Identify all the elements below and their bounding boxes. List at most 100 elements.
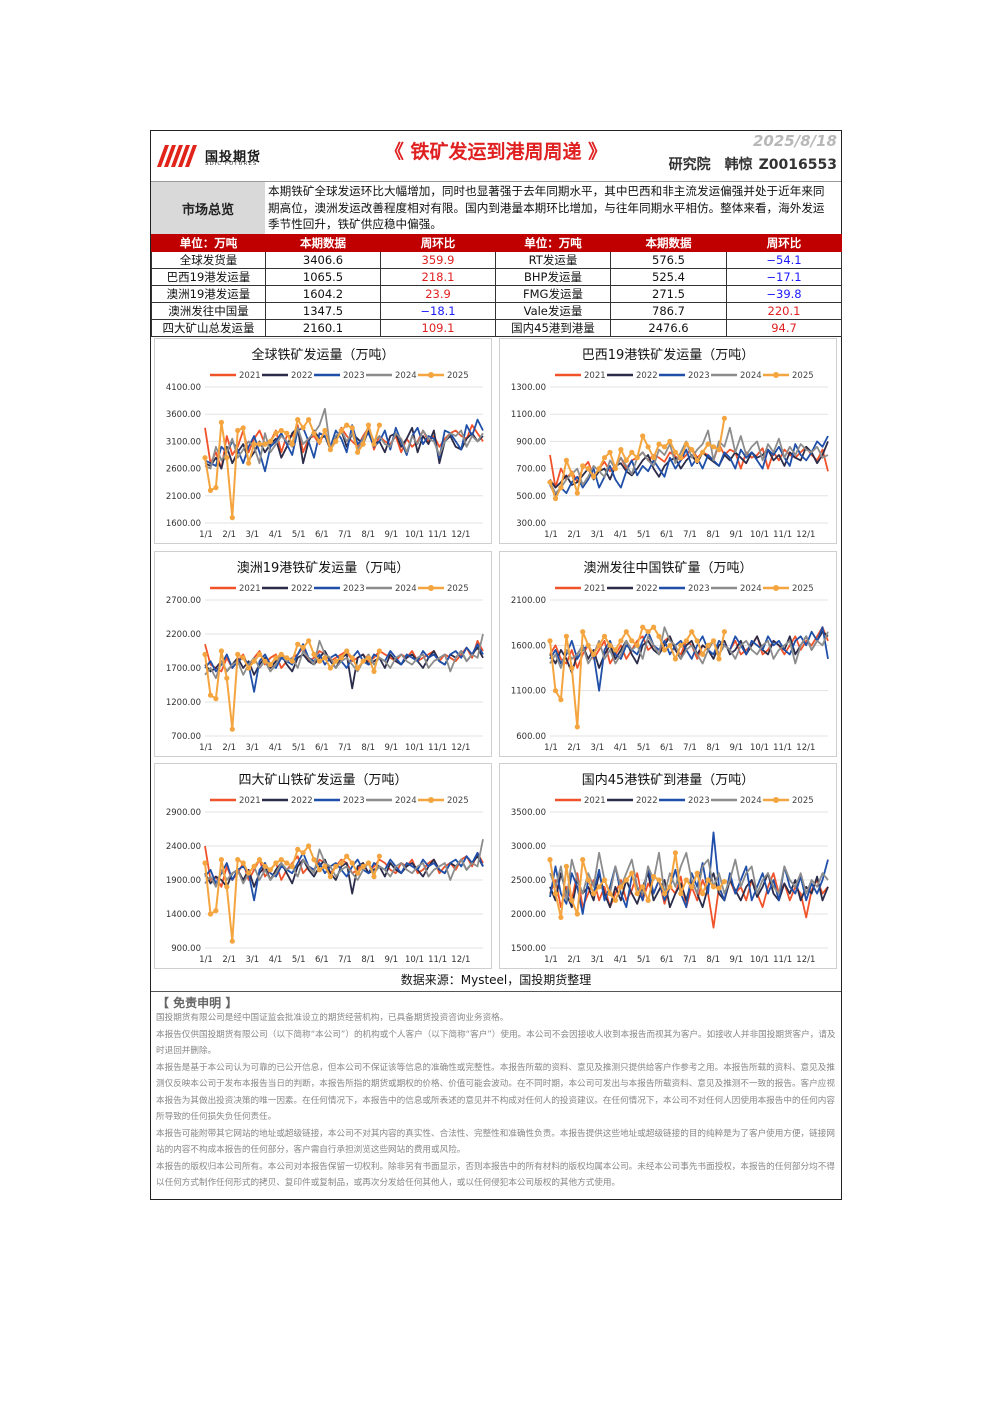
data-point	[552, 688, 559, 694]
data-point	[273, 860, 279, 866]
data-point	[580, 463, 586, 469]
data-point	[338, 860, 344, 866]
data-point	[251, 441, 257, 447]
data-point	[700, 891, 706, 897]
series-line-2021	[204, 424, 484, 470]
data-point	[333, 438, 339, 444]
data-point	[300, 645, 306, 651]
x-tick-label: 10/1	[405, 955, 424, 965]
report-date: 2025/8/18	[752, 132, 837, 150]
y-tick-label: 1100.00	[511, 410, 546, 420]
data-point	[678, 642, 684, 648]
data-point	[612, 466, 618, 472]
x-tick-label: 8/1	[361, 530, 375, 540]
disclaimer-body: 国投期货有限公司是经中国证监会批准设立的期货经营机构，已具备期货投资咨询业务资格…	[156, 1010, 838, 1192]
x-tick-label: 11/1	[773, 955, 792, 965]
data-source: 数据来源：Mysteel，国投期货整理	[400, 973, 592, 987]
x-tick-label: 5/1	[637, 743, 651, 753]
logo-en: SDIC FUTURES	[205, 161, 258, 167]
table-cell: −54.1	[726, 251, 842, 269]
data-point	[355, 449, 361, 455]
data-point	[322, 863, 328, 869]
x-tick-label: 11/1	[773, 743, 792, 753]
data-point	[656, 877, 662, 883]
report-header: 国投期货 SDIC FUTURES 《 铁矿发运到港周周递 》 2025/8/1…	[151, 131, 841, 181]
table-cell: 271.5	[610, 285, 727, 303]
y-tick-label: 1300.00	[511, 383, 546, 393]
data-point	[273, 430, 279, 436]
overview-label: 市场总览	[151, 182, 265, 234]
data-point	[213, 696, 219, 702]
license-id: Z0016553	[758, 157, 837, 173]
x-tick-label: 7/1	[338, 743, 352, 753]
data-point	[618, 638, 624, 644]
chart-title: 全球铁矿发运量（万吨）	[251, 348, 395, 363]
company-logo: 国投期货 SDIC FUTURES	[157, 145, 267, 171]
y-tick-label: 2000.00	[511, 910, 546, 920]
y-tick-label: 3500.00	[511, 808, 546, 818]
line-chart: 1300.00 1100.00 900.00 700.00 500.00 300.001/…	[511, 371, 829, 540]
overview-text: 本期铁矿全球发运环比大幅增加，同时也显著强于去年同期水平，其中巴西和非主流发运偏…	[268, 184, 825, 231]
data-point	[694, 638, 700, 644]
data-point	[224, 455, 230, 461]
x-tick-label: 12/1	[451, 530, 470, 540]
data-point	[295, 641, 301, 647]
y-tick-label: 500.00	[516, 492, 546, 502]
data-point	[629, 638, 635, 644]
y-tick-label: 3000.00	[511, 842, 546, 852]
data-point	[563, 633, 569, 639]
y-tick-label: 700.00	[516, 465, 546, 475]
data-point	[645, 629, 651, 635]
series-line-2025	[204, 845, 381, 943]
x-tick-label: 2/1	[222, 955, 236, 965]
data-point	[316, 658, 323, 664]
data-point	[207, 692, 214, 698]
data-point	[218, 419, 224, 425]
x-tick-label: 3/1	[245, 955, 259, 965]
chart-panel: 四大矿山铁矿发运量（万吨） 2900.00 2400.00 1900.00 1400.0…	[154, 763, 492, 969]
x-tick-label: 4/1	[614, 955, 628, 965]
data-point	[705, 642, 711, 648]
data-point	[371, 874, 377, 880]
x-tick-label: 5/1	[292, 743, 306, 753]
table-cell: 220.1	[726, 302, 842, 320]
data-point	[710, 638, 717, 644]
data-point	[601, 633, 608, 639]
table-cell: 94.7	[726, 319, 842, 337]
legend-label: 2022	[291, 371, 313, 381]
data-point	[667, 642, 673, 648]
data-point	[694, 457, 700, 463]
data-point	[634, 642, 640, 648]
x-tick-label: 9/1	[729, 955, 743, 965]
x-tick-label: 5/1	[637, 530, 651, 540]
y-tick-label: 2900.00	[166, 808, 201, 818]
table-cell: 359.9	[380, 251, 496, 269]
data-point	[569, 665, 575, 671]
data-point	[240, 425, 246, 431]
data-point	[716, 885, 722, 891]
data-point	[552, 495, 559, 502]
legend-label: 2024	[740, 584, 762, 594]
data-point	[360, 863, 366, 869]
series-line-2024	[549, 626, 829, 669]
data-point	[640, 624, 646, 630]
y-tick-label: 2100.00	[166, 492, 201, 502]
x-tick-label: 10/1	[750, 743, 769, 753]
legend-label: 2022	[291, 584, 313, 594]
x-tick-label: 12/1	[451, 743, 470, 753]
data-point	[278, 857, 284, 863]
data-point	[306, 638, 312, 644]
data-point	[218, 857, 224, 863]
legend-marker	[773, 585, 779, 591]
data-point	[672, 449, 678, 455]
data-point	[623, 457, 629, 463]
data-point	[569, 897, 575, 903]
data-point	[563, 457, 569, 463]
table-cell: −39.8	[726, 285, 842, 303]
data-point	[224, 675, 230, 681]
table-header-cell: 周环比	[380, 234, 496, 252]
x-tick-label: 11/1	[428, 530, 447, 540]
data-point	[661, 444, 668, 450]
x-tick-label: 3/1	[245, 743, 259, 753]
chart-panel: 国内45港铁矿到港量（万吨） 3500.00 3000.00 2500.00 2000.…	[499, 763, 837, 969]
